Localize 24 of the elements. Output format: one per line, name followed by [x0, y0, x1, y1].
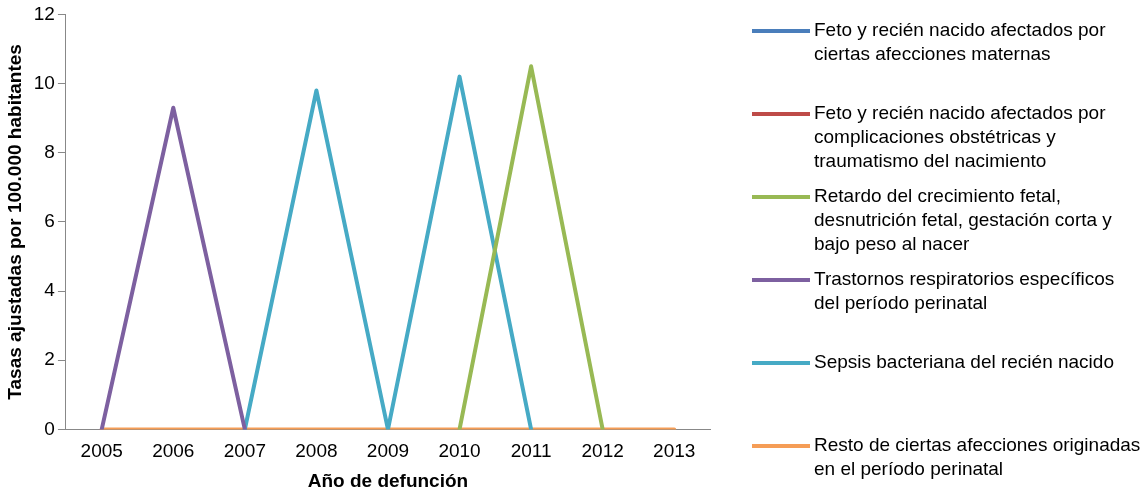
x-tick-label: 2010 [438, 440, 481, 462]
y-tick-label: 0 [44, 417, 55, 439]
legend-label: Retardo del crecimiento fetal, desnutrición fetal, gestación corta y bajo peso al nacer [814, 184, 1113, 256]
y-tick-label: 10 [33, 71, 55, 93]
legend-label: Trastornos respiratorios específicos del período perinatal [814, 267, 1116, 315]
x-tick-label: 2011 [510, 440, 552, 462]
x-tick-label: 2012 [581, 440, 624, 462]
y-tick-label: 4 [44, 279, 56, 301]
x-tick-label: 2013 [653, 440, 696, 462]
x-tick-label: 2009 [366, 440, 410, 462]
y-tick-label: 6 [44, 210, 55, 232]
legend-label: Sepsis bacteriana del recién nacido [814, 350, 1114, 374]
legend-label: Resto de ciertas afecciones originadas en el período perinatal [814, 433, 1142, 481]
x-tick-label: 2005 [80, 440, 123, 462]
y-tick-label: 8 [44, 140, 55, 162]
legend-label: Feto y recién nacido afectados por ciertas afecciones maternas [814, 18, 1107, 66]
y-tick-label: 2 [44, 348, 55, 370]
x-tick-label: 2007 [223, 440, 266, 462]
x-tick-label: 2008 [295, 440, 338, 462]
y-axis-title: Tasas ajustadas por 100.000 habitantes [3, 44, 25, 400]
y-tick-label: 12 [33, 2, 55, 24]
legend-label: Feto y recién nacido afectados por complicaciones obstétricas y traumatismo del nacimiento [814, 101, 1107, 173]
x-tick-label: 2006 [152, 440, 195, 462]
x-axis-title: Año de defunción [307, 469, 469, 491]
